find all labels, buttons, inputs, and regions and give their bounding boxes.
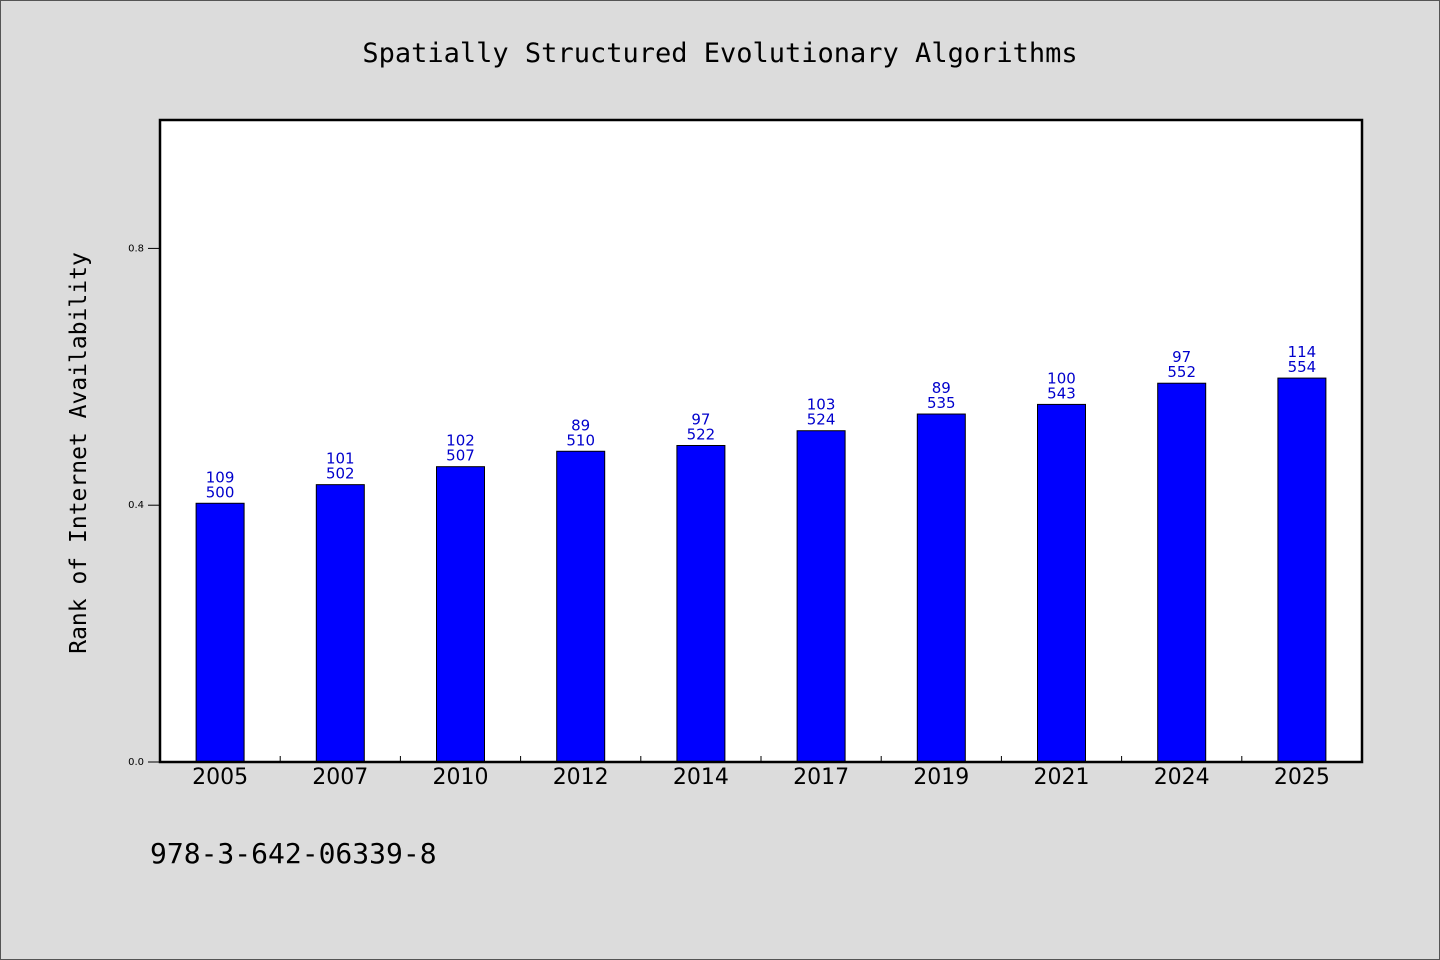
bar-2019	[916, 413, 966, 763]
data-labels-layer: 1095001015021025078951097522103524895351…	[206, 343, 1316, 501]
data-label-top-2010: 102	[446, 432, 475, 450]
data-label-top-2014: 97	[691, 410, 710, 428]
x-tick-label-2019: 2019	[913, 765, 969, 790]
data-label-bottom-2014: 522	[687, 425, 716, 443]
data-label-bottom-2021: 543	[1047, 384, 1076, 402]
bar-2010	[436, 466, 485, 763]
ticks-layer: 2005 2007 2010 2012 2014 2017 2019 2021 2024 2025…	[128, 243, 1330, 790]
x-tick-label-2007: 2007	[312, 765, 368, 790]
bar-2012	[556, 450, 606, 763]
data-label-top-2025: 114	[1288, 343, 1317, 361]
bar-2024	[1157, 382, 1207, 763]
y-tick-label: 0.4	[128, 500, 144, 511]
data-label-bottom-2005: 500	[206, 483, 235, 501]
bar-2014	[676, 444, 726, 763]
x-tick-label-2021: 2021	[1034, 765, 1090, 790]
data-label-top-2024: 97	[1172, 348, 1191, 366]
bar-2017	[796, 430, 846, 763]
data-label-bottom-2010: 507	[446, 447, 475, 465]
data-label-top-2021: 100	[1047, 369, 1076, 387]
bar-2005	[195, 502, 245, 763]
data-label-bottom-2012: 510	[566, 431, 595, 449]
data-label-top-2007: 101	[326, 450, 355, 468]
x-tick-label-2025: 2025	[1274, 765, 1330, 790]
chart-title: Spatially Structured Evolutionary Algori…	[362, 38, 1077, 69]
plot-frame	[158, 118, 1364, 764]
data-label-top-2005: 109	[206, 468, 235, 486]
bar-2007	[315, 484, 365, 763]
bars-layer	[195, 377, 1327, 763]
x-tick-label-2012: 2012	[553, 765, 609, 790]
isbn-footnote: 978-3-642-06339-8	[150, 837, 437, 870]
x-tick-label-2010: 2010	[433, 765, 489, 790]
x-tick-label-2005: 2005	[192, 765, 248, 790]
bar-2025	[1277, 377, 1327, 763]
data-label-bottom-2017: 524	[807, 411, 836, 429]
data-label-top-2012: 89	[571, 416, 590, 434]
y-tick-label: 0.0	[128, 757, 144, 768]
data-label-bottom-2007: 502	[326, 465, 355, 483]
data-label-bottom-2025: 554	[1288, 358, 1317, 376]
y-axis-label: Rank of Internet Availability	[66, 252, 92, 654]
data-label-bottom-2019: 535	[927, 394, 956, 412]
x-tick-label-2017: 2017	[793, 765, 849, 790]
x-tick-label-2014: 2014	[673, 765, 729, 790]
x-tick-label-2024: 2024	[1154, 765, 1210, 790]
data-label-top-2017: 103	[807, 396, 836, 414]
data-label-bottom-2024: 552	[1167, 363, 1196, 381]
data-label-top-2019: 89	[932, 379, 951, 397]
bar-2021	[1037, 403, 1086, 763]
y-tick-label: 0.8	[128, 243, 144, 254]
